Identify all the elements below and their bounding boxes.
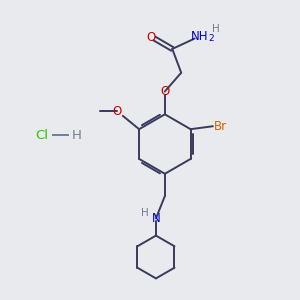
Text: H: H (212, 24, 219, 34)
Text: Br: Br (214, 120, 227, 133)
Text: O: O (160, 85, 170, 98)
Text: H: H (141, 208, 148, 218)
Text: 2: 2 (208, 34, 214, 43)
Text: O: O (112, 105, 122, 118)
Text: N: N (152, 212, 161, 225)
Text: O: O (146, 31, 155, 44)
Text: Cl: Cl (35, 129, 48, 142)
Text: H: H (71, 129, 81, 142)
Text: NH: NH (191, 30, 209, 43)
